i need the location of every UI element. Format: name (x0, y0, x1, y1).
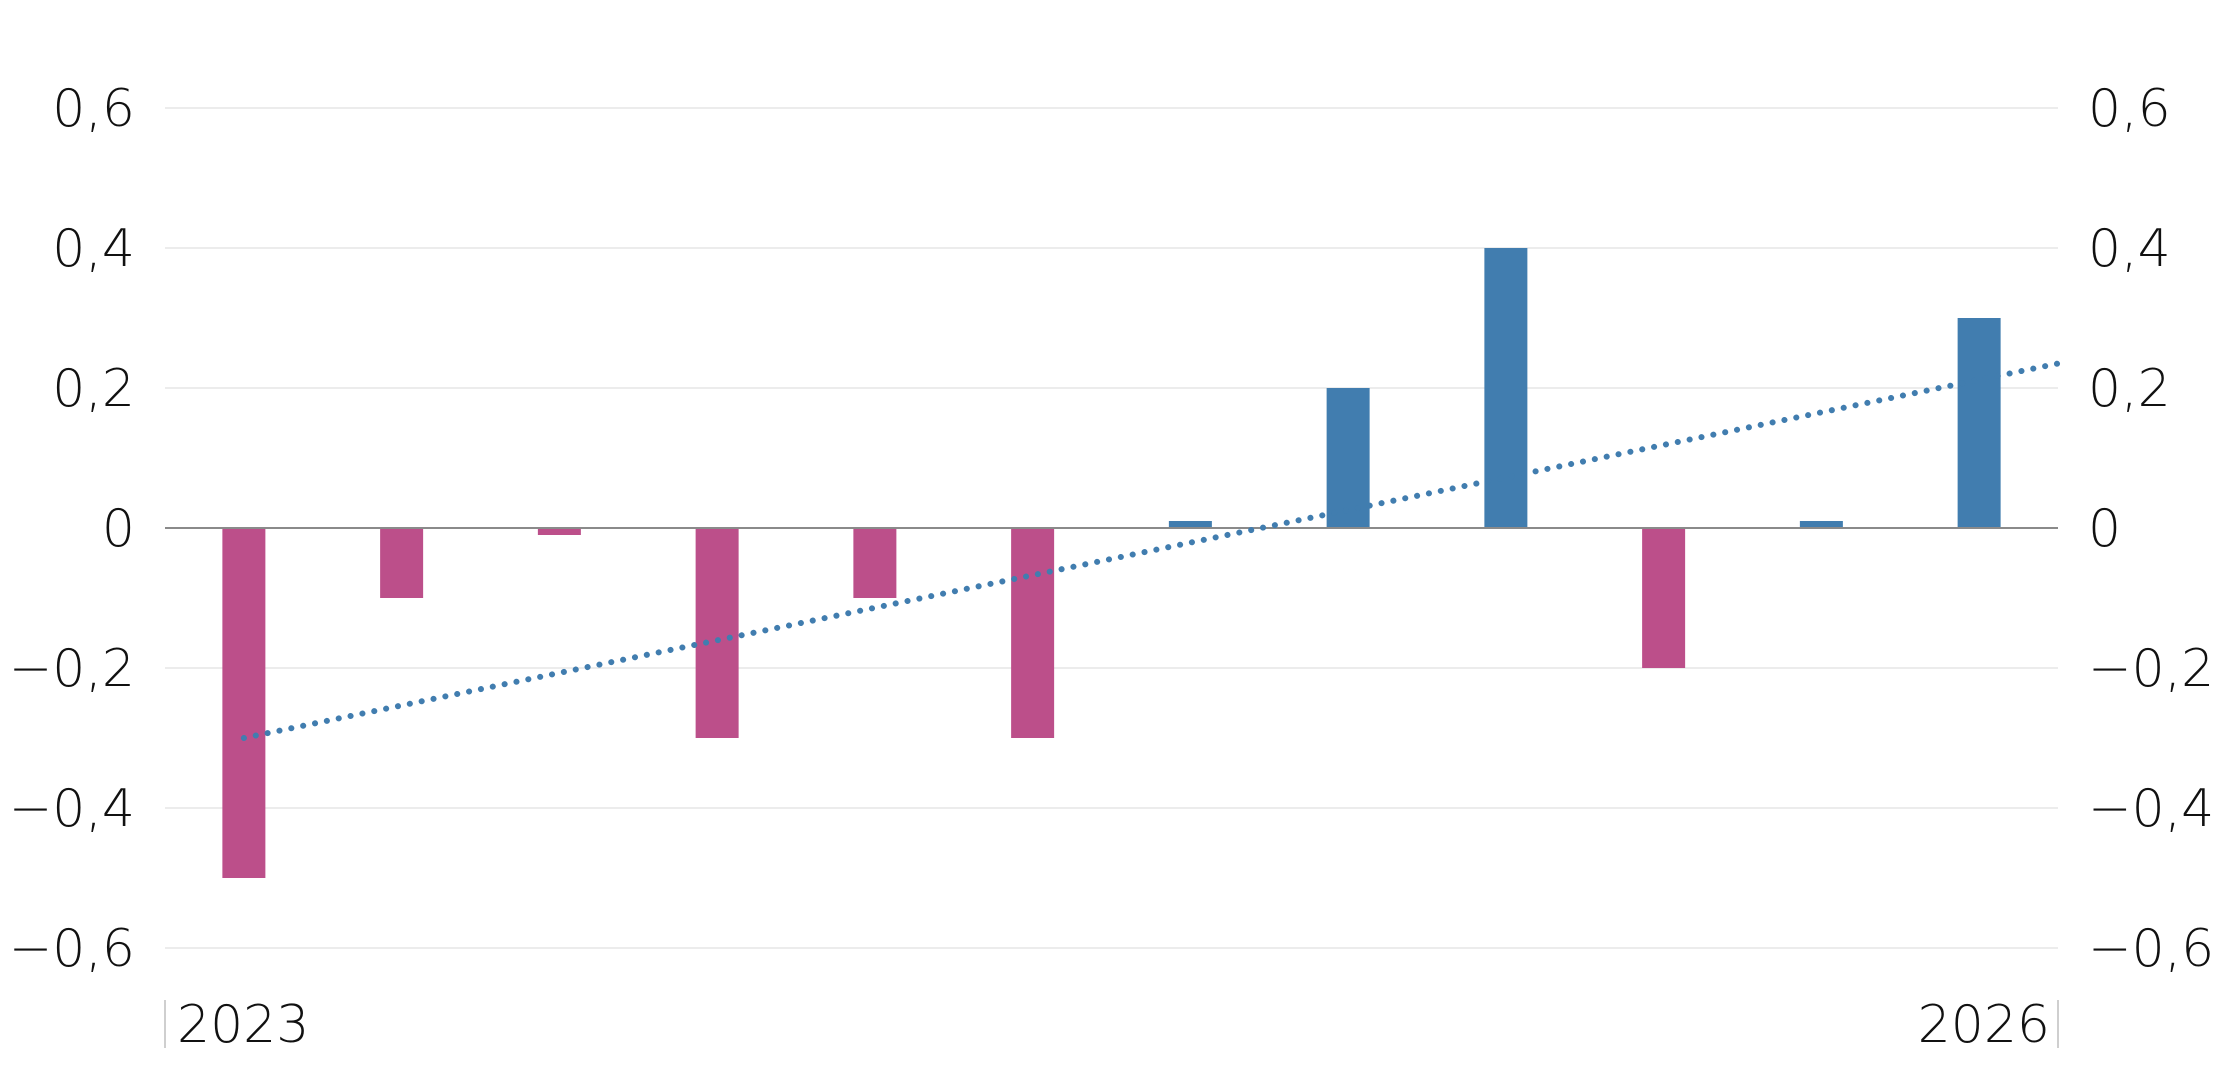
trendline (240, 360, 2061, 741)
x-tick-label-last: 2026 (1918, 995, 2050, 1055)
y-tick-label-left: −0,6 (9, 919, 135, 979)
bar (695, 528, 739, 738)
y-axis-left: 0,6 0,4 0,2 0 −0,2 −0,4 −0,6 (9, 79, 135, 979)
y-tick-label-left: 0,6 (52, 79, 135, 139)
y-tick-label-right: −0,4 (2088, 779, 2214, 839)
y-tick-label-right: −0,6 (2088, 919, 2214, 979)
x-axis: 2023 2026 (164, 995, 2059, 1055)
y-tick-label-left: −0,2 (9, 639, 135, 699)
bar (1957, 318, 2001, 528)
bar (1168, 521, 1212, 528)
bar (537, 528, 581, 535)
y-tick-label-right: 0,2 (2088, 359, 2171, 419)
y-axis-right: 0,6 0,4 0,2 0 −0,2 −0,4 −0,6 (2088, 79, 2214, 979)
bar (222, 528, 266, 878)
y-tick-label-left: 0,4 (52, 219, 135, 279)
y-tick-label-left: 0,2 (52, 359, 135, 419)
y-tick-label-left: −0,4 (9, 779, 135, 839)
bar (380, 528, 424, 598)
y-tick-label-right: 0,4 (2088, 219, 2171, 279)
x-tick-label-first: 2023 (177, 995, 309, 1055)
bars (222, 248, 2001, 878)
bar (1484, 248, 1528, 528)
y-tick-label-left: 0 (102, 499, 135, 559)
y-tick-label-right: 0,6 (2088, 79, 2171, 139)
bar (1799, 521, 1843, 528)
bar (1011, 528, 1055, 738)
y-tick-label-right: −0,2 (2088, 639, 2214, 699)
bar (1642, 528, 1686, 668)
bar (1326, 388, 1370, 528)
y-tick-label-right: 0 (2088, 499, 2121, 559)
gridlines (165, 107, 2058, 949)
trendline-group (240, 360, 2061, 741)
bar (853, 528, 897, 598)
